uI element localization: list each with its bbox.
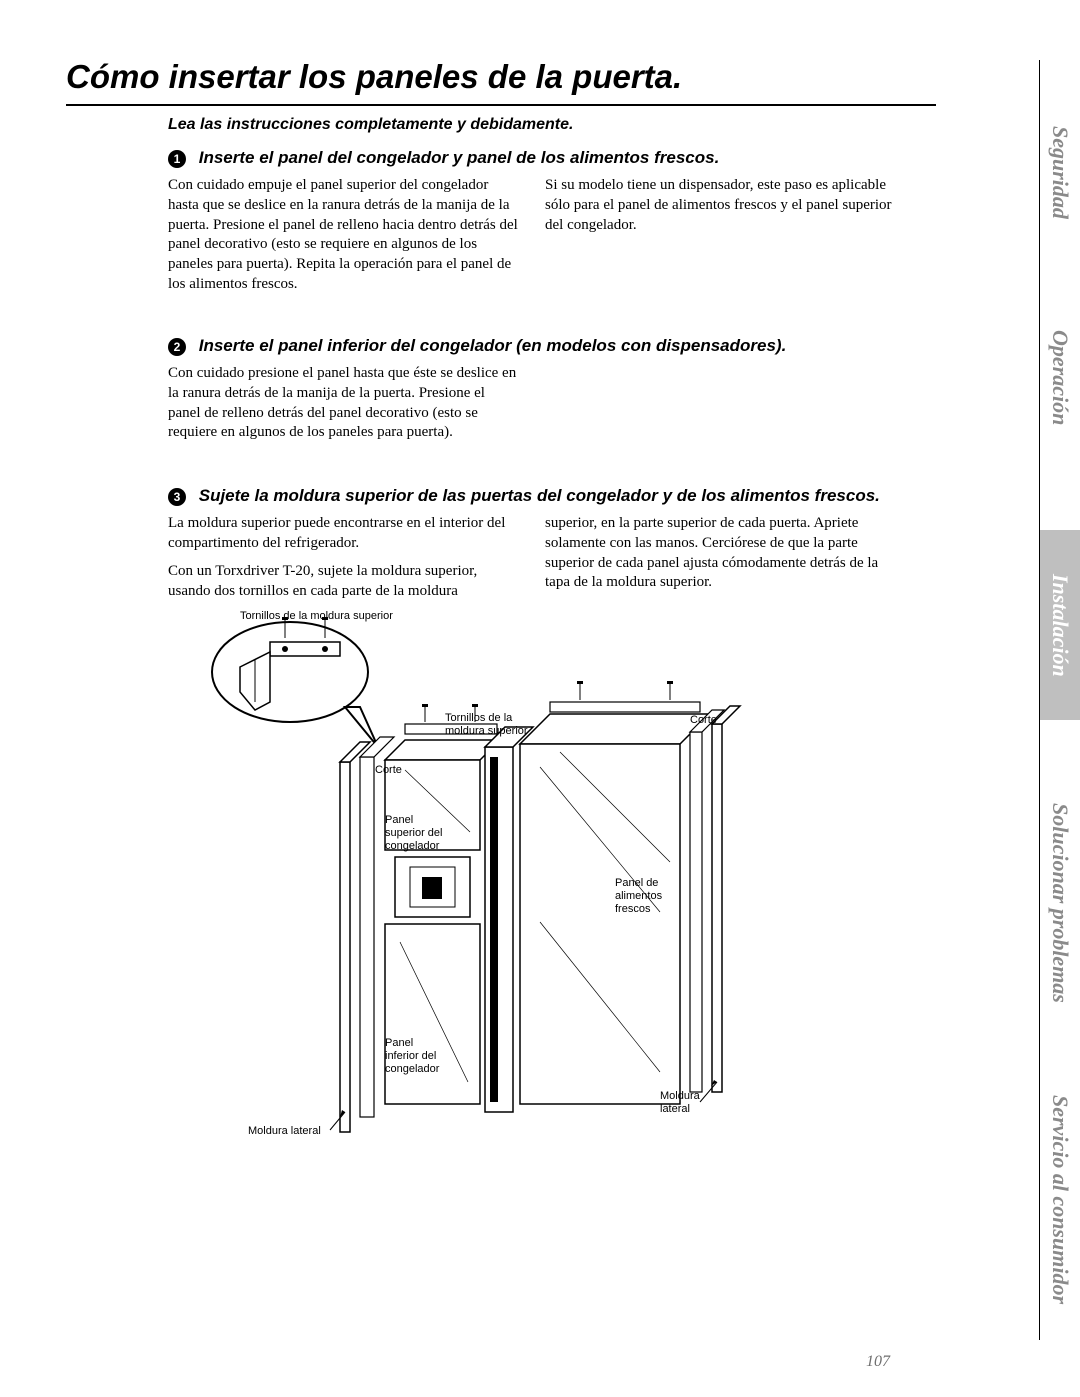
step-3-heading-text: Sujete la moldura superior de las puerta… (199, 486, 880, 505)
diagram-label-corte-right: Corte (690, 714, 717, 727)
step-3-body-right: superior, en la parte superior de cada p… (545, 514, 900, 593)
tab-instalacion[interactable]: Instalación (1040, 530, 1080, 720)
diagram-label-screws-bubble: Tornillos de la moldura superior (240, 610, 393, 623)
page-title: Cómo insertar los paneles de la puerta. (66, 58, 682, 96)
diagram-label-moldura-right: Moldura lateral (660, 1090, 700, 1116)
tab-solucionar[interactable]: Solucionar problemas (1040, 760, 1080, 1045)
tab-operacion[interactable]: Operación (1040, 300, 1080, 455)
step-3-bullet: 3 (168, 488, 186, 506)
diagram-svg (200, 612, 840, 1172)
diagram-label-corte-left: Corte (375, 764, 402, 777)
step-2-heading: 2 Inserte el panel inferior del congelad… (168, 336, 786, 356)
step-1-body-left: Con cuidado empuje el panel superior del… (168, 176, 518, 295)
diagram-label-fresh-food-panel: Panel de alimentos frescos (615, 877, 662, 917)
diagram-label-freezer-bottom-panel: Panel inferior del congelador (385, 1037, 439, 1077)
diagram-label-moldura-left: Moldura lateral (248, 1125, 321, 1138)
step-2-heading-text: Inserte el panel inferior del congelador… (199, 336, 787, 355)
step-1-bullet: 1 (168, 150, 186, 168)
step-2-bullet: 2 (168, 338, 186, 356)
step-3-body-left1: La moldura superior puede encontrarse en… (168, 514, 518, 554)
refrigerator-diagram: Tornillos de la moldura superior Tornill… (200, 612, 840, 1172)
diagram-label-screws-top: Tornillos de la moldura superior (445, 712, 528, 738)
page-number: 107 (866, 1353, 890, 1371)
intro-text: Lea las instrucciones completamente y de… (168, 116, 573, 134)
title-rule (66, 104, 936, 106)
step-1-body-right: Si su modelo tiene un dispensador, este … (545, 176, 900, 235)
step-1-heading-text: Inserte el panel del congelador y panel … (199, 148, 720, 167)
tab-seguridad[interactable]: Seguridad (1040, 95, 1080, 250)
diagram-label-freezer-top-panel: Panel superior del congelador (385, 814, 442, 854)
step-2-body-left: Con cuidado presione el panel hasta que … (168, 364, 518, 443)
step-3-body-left2: Con un Torxdriver T-20, sujete la moldur… (168, 562, 518, 602)
step-3-heading: 3 Sujete la moldura superior de las puer… (168, 486, 880, 506)
side-tabs: Seguridad Operación Instalación Solucion… (1040, 0, 1080, 1397)
tab-servicio[interactable]: Servicio al consumidor (1040, 1050, 1080, 1350)
step-1-heading: 1 Inserte el panel del congelador y pane… (168, 148, 719, 168)
